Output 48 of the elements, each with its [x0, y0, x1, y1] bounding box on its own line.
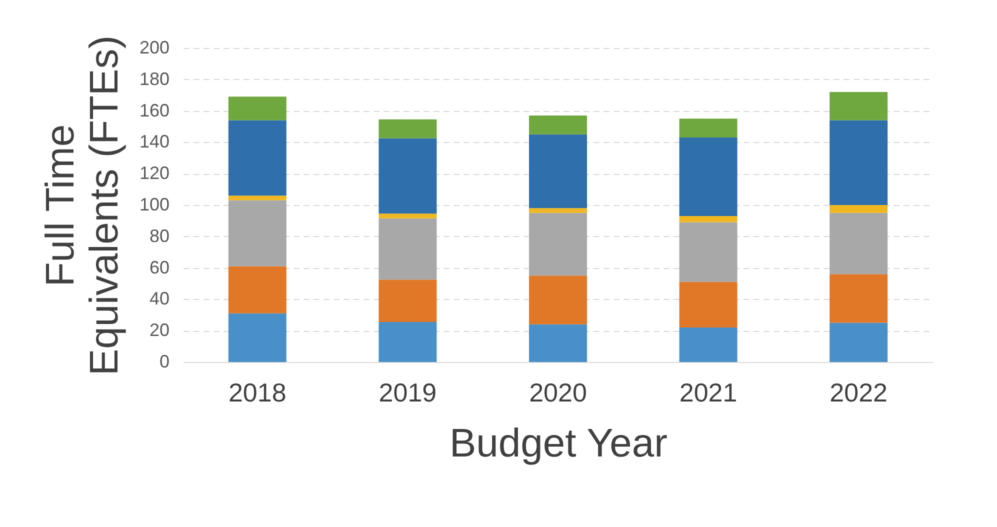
bar [679, 216, 738, 222]
x-tick-label: 2018 [228, 378, 286, 408]
x-tick-label: 2021 [679, 378, 738, 408]
x-axis-title: Budget Year [450, 422, 668, 466]
bar [378, 119, 437, 138]
bar [679, 327, 738, 362]
y-tick-label: 20 [149, 320, 170, 340]
bar [228, 200, 286, 266]
bar [378, 218, 437, 280]
bar [529, 324, 587, 362]
bar [529, 208, 587, 213]
bar [679, 118, 738, 138]
y-tick-label: 140 [139, 132, 170, 152]
bar [228, 96, 286, 120]
y-tick-label: 200 [139, 38, 170, 58]
bar [529, 276, 587, 324]
bar [228, 196, 286, 200]
bar [378, 280, 437, 322]
bar [830, 322, 888, 362]
bar [228, 313, 286, 362]
y-tick-label: 80 [149, 226, 170, 246]
bar [529, 212, 587, 276]
x-tick-label: 2020 [529, 378, 587, 408]
y-tick-label: 0 [159, 352, 170, 372]
bar [228, 266, 286, 314]
bar [830, 120, 888, 205]
bar [228, 120, 286, 196]
y-tick-label: 40 [149, 288, 170, 309]
bar [830, 212, 888, 274]
bar [378, 214, 437, 218]
y-tick-label: 160 [139, 100, 170, 120]
y-axis-title: Full Time Equivalents (FTEs) [38, 35, 126, 376]
bar [830, 92, 888, 120]
bar [679, 222, 738, 282]
bar [378, 138, 437, 214]
y-tick-label: 180 [139, 68, 170, 89]
bar [378, 322, 437, 362]
bar [830, 205, 888, 213]
y-tick-label: 60 [149, 257, 170, 278]
bar [679, 137, 738, 216]
y-tick-label: 100 [139, 194, 170, 214]
y-tick-label: 120 [139, 163, 170, 184]
bar [830, 274, 888, 323]
bar [529, 134, 587, 208]
x-tick-label: 2022 [830, 378, 888, 408]
bar [679, 282, 738, 328]
x-tick-label: 2019 [378, 378, 437, 408]
bar [529, 116, 587, 134]
